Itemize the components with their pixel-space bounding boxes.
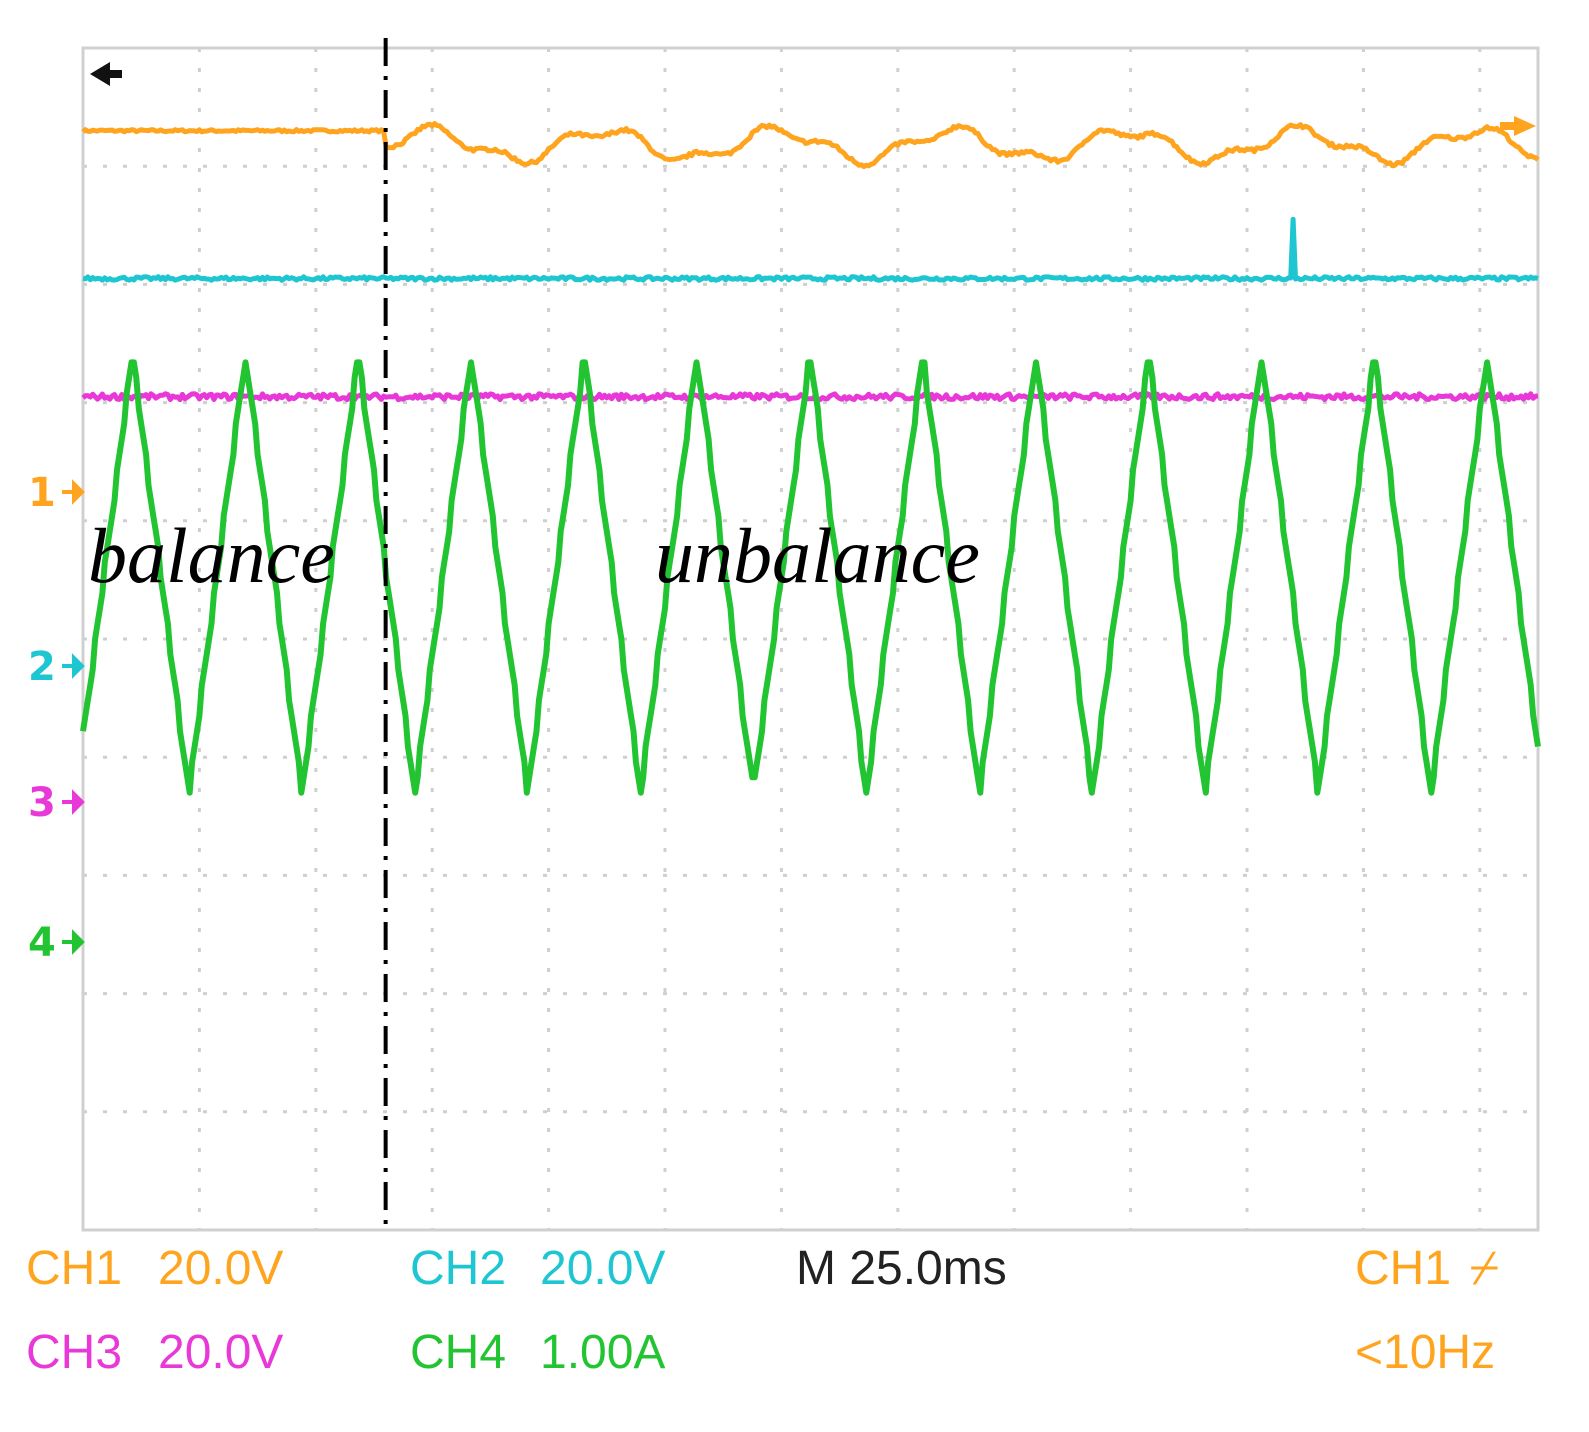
ch1-label: CH1 xyxy=(26,1242,122,1295)
horizontal-position-arrow-icon xyxy=(90,62,122,86)
ch3-trace xyxy=(81,391,1539,403)
ch3-marker-arrow-icon xyxy=(62,789,85,815)
ch2-marker-arrow-icon xyxy=(62,653,85,679)
timebase-readout: M 25.0ms xyxy=(796,1242,1007,1295)
unbalance-annotation: unbalance xyxy=(655,512,980,599)
trigger-slope-icon: ⌿ xyxy=(1470,1242,1499,1295)
plot-border xyxy=(81,46,1540,1232)
ch4-label: CH4 xyxy=(410,1326,506,1379)
ch4-marker-arrow-icon xyxy=(62,929,85,955)
ch1-scale: 20.0V xyxy=(158,1242,283,1295)
ch3-scale: 20.0V xyxy=(158,1326,283,1379)
trigger-source: CH1 xyxy=(1355,1242,1451,1295)
trigger-frequency: <10Hz xyxy=(1355,1326,1495,1379)
channel-markers: 1 2 3 4 xyxy=(28,470,85,966)
ch1-marker: 1 xyxy=(28,470,56,516)
ch2-trace xyxy=(82,216,1539,283)
traces-group xyxy=(80,121,1541,796)
screen-background xyxy=(26,38,1564,1408)
ch4-scale: 1.00A xyxy=(540,1326,665,1379)
ch4-marker: 4 xyxy=(28,920,56,966)
status-bar: CH1 20.0V CH2 20.0V M 25.0ms CH1 ⌿ CH3 2… xyxy=(26,1242,1499,1379)
graticule xyxy=(83,48,1538,1230)
balance-annotation: balance xyxy=(88,512,335,599)
ch1-trace xyxy=(81,121,1540,169)
ch2-scale: 20.0V xyxy=(540,1242,665,1295)
ch3-marker: 3 xyxy=(28,780,56,826)
ch4-trace xyxy=(80,359,1541,796)
trigger-level-arrow-icon xyxy=(1500,116,1536,136)
ch2-marker: 2 xyxy=(28,644,56,690)
ch2-label: CH2 xyxy=(410,1242,506,1295)
ch1-marker-arrow-icon xyxy=(62,479,85,505)
ch3-label: CH3 xyxy=(26,1326,122,1379)
